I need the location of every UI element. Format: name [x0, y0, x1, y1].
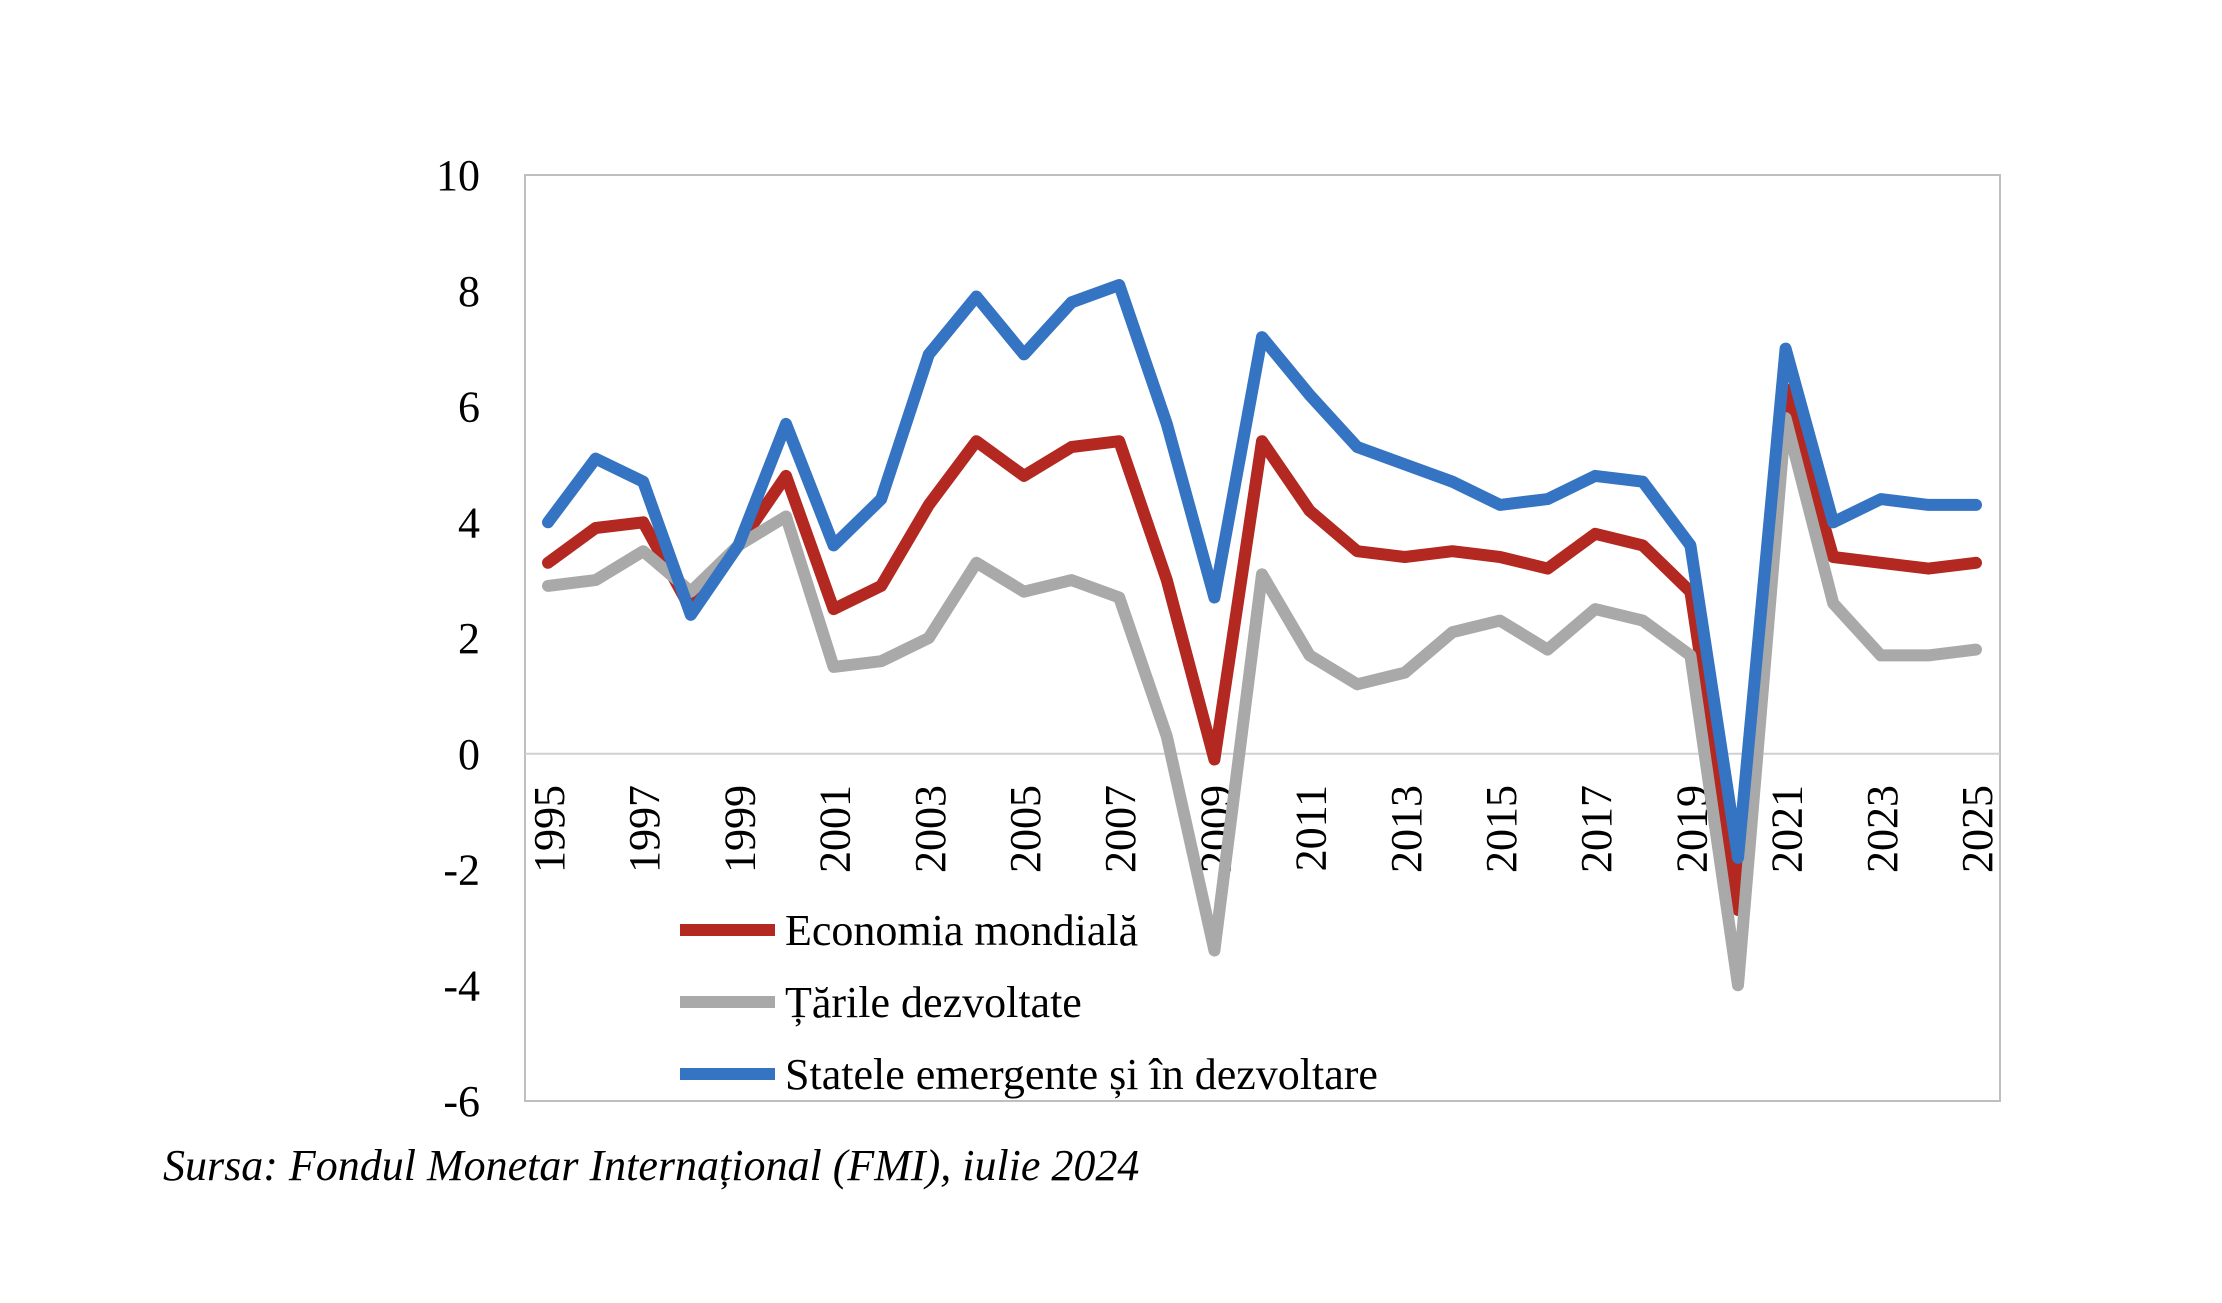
- x-tick-label: 2007: [1096, 785, 1145, 873]
- x-tick-label: 2001: [811, 785, 860, 873]
- y-tick-label: -2: [443, 846, 480, 895]
- x-tick-label: 2021: [1763, 785, 1812, 873]
- x-tick-label: 2003: [906, 785, 955, 873]
- series-line-1: [542, 383, 1982, 916]
- x-tick-label: 2023: [1858, 785, 1907, 873]
- x-tick-label: 1999: [715, 785, 764, 873]
- x-tick-label: 2005: [1001, 785, 1050, 873]
- legend-label: Țările dezvoltate: [785, 978, 1082, 1027]
- series-line-2: [542, 412, 1982, 992]
- y-tick-label: -4: [443, 961, 480, 1010]
- plot-frame: [524, 174, 2001, 1102]
- y-tick-label: -6: [443, 1077, 480, 1126]
- series-line-3: [542, 279, 1982, 864]
- x-tick-label: 1995: [525, 785, 574, 873]
- x-tick-label: 2025: [1953, 785, 2002, 873]
- y-tick-label: 8: [458, 267, 480, 316]
- y-tick-label: 4: [458, 498, 480, 547]
- y-tick-label: 2: [458, 614, 480, 663]
- source-note: Sursa: Fondul Monetar Internațional (FMI…: [163, 1141, 1140, 1190]
- y-tick-label: 0: [458, 730, 480, 779]
- y-tick-label: 6: [458, 383, 480, 432]
- legend-label: Statele emergente și în dezvoltare: [785, 1050, 1378, 1099]
- legend-label: Economia mondială: [785, 906, 1138, 955]
- x-tick-label: 2017: [1572, 785, 1621, 873]
- x-tick-label: 1997: [620, 785, 669, 873]
- x-tick-label: 2011: [1287, 785, 1336, 871]
- x-tick-label: 2013: [1382, 785, 1431, 873]
- x-tick-label: 2015: [1477, 785, 1526, 873]
- y-tick-label: 10: [436, 151, 480, 200]
